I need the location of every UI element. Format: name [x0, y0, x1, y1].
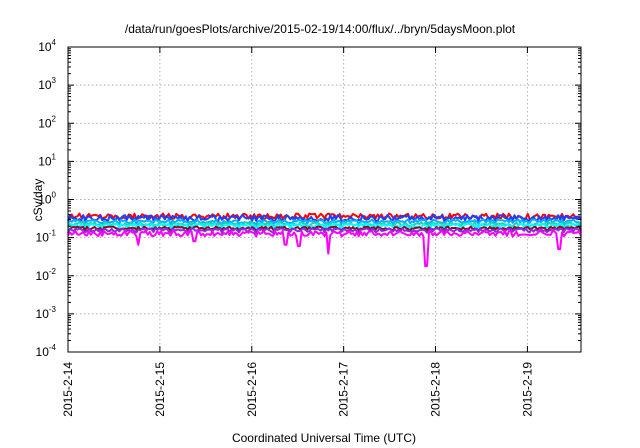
x-tick-labels: 2015-2-14 2015-2-15 2015-2-16 2015-2-17 2015… — [61, 362, 534, 417]
y-tick-label: 100 — [38, 191, 56, 207]
chart-title: /data/run/goesPlots/archive/2015-02-19/1… — [125, 22, 516, 36]
x-tick-label: 2015-2-14 — [61, 362, 75, 417]
series-line — [67, 218, 582, 226]
x-tick-label: 2015-2-16 — [245, 362, 259, 417]
series-line — [67, 230, 582, 267]
y-tick-label: 10-2 — [36, 267, 57, 283]
series-group — [67, 212, 582, 267]
x-tick-label: 2015-2-17 — [337, 362, 351, 417]
x-tick-label: 2015-2-19 — [520, 362, 534, 417]
series-line — [67, 225, 582, 233]
grid — [68, 47, 581, 352]
y-tick-label: 102 — [38, 114, 56, 130]
y-tick-labels: 10-4 10-3 10-2 10-1 100 101 102 103 104 — [36, 38, 57, 359]
x-tick-label: 2015-2-15 — [153, 362, 167, 417]
y-tick-label: 103 — [38, 76, 56, 92]
y-tick-label: 10-3 — [36, 305, 57, 321]
series-line — [67, 227, 582, 234]
x-tick-label: 2015-2-18 — [429, 362, 443, 417]
x-axis-label: Coordinated Universal Time (UTC) — [232, 431, 416, 445]
axis-ticks — [67, 46, 581, 353]
y-tick-label: 104 — [38, 38, 56, 54]
y-tick-label: 10-1 — [36, 229, 57, 245]
y-tick-label: 10-4 — [36, 343, 57, 359]
y-tick-label: 101 — [38, 152, 56, 168]
y-axis-label: cSv/day — [31, 179, 45, 222]
